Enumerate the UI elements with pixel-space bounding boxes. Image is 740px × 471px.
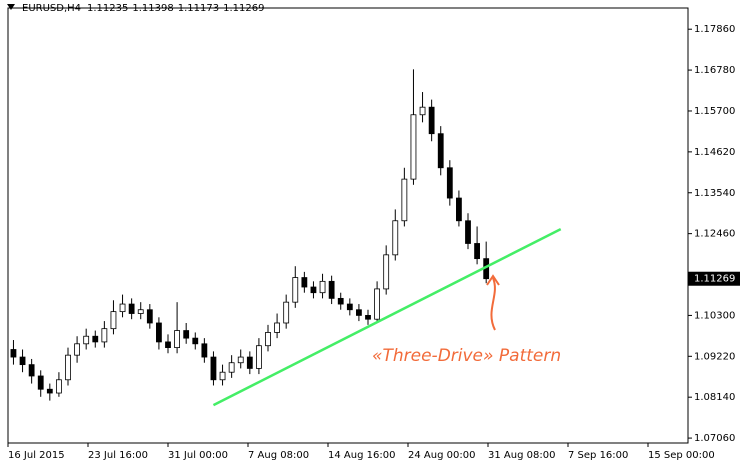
- candle-body: [174, 330, 180, 348]
- y-tick-label: 1.13540: [694, 188, 735, 199]
- header-price: 1.11269: [223, 3, 264, 14]
- candle-body: [419, 106, 426, 116]
- y-tick-label: 1.17860: [694, 24, 735, 35]
- last-price-label: 1.11269: [694, 274, 735, 285]
- candle-body: [201, 343, 208, 358]
- candle-body: [283, 301, 290, 324]
- annotation-arrow: [490, 277, 496, 331]
- candle-body: [137, 309, 144, 314]
- menu-arrow: [7, 4, 15, 10]
- candle-body: [83, 335, 90, 345]
- candle-body: [410, 114, 417, 180]
- x-tick-label: 14 Aug 16:00: [328, 450, 395, 461]
- plot-frame: [7, 7, 689, 444]
- x-tick-label: 15 Sep 00:00: [648, 450, 715, 461]
- chart-header: EURUSD,H4 1.11235 1.11398 1.11173 1.11269: [22, 3, 264, 14]
- symbol: EURUSD,H4: [22, 3, 81, 14]
- candle-body: [246, 356, 253, 369]
- candle-body: [101, 328, 108, 343]
- candle-body: [110, 311, 117, 330]
- candle-body: [456, 197, 462, 222]
- y-tick-label: 1.09220: [694, 351, 735, 362]
- y-tick-label: 1.08140: [694, 392, 735, 403]
- candle-body: [65, 354, 71, 381]
- candle-body: [28, 364, 35, 377]
- x-tick-label: 31 Aug 08:00: [488, 450, 555, 461]
- candle-body: [228, 362, 235, 373]
- candle-body: [37, 375, 44, 390]
- y-tick-label: 1.07060: [694, 433, 735, 444]
- x-tick-label: 31 Jul 00:00: [168, 450, 228, 461]
- candle-body: [301, 277, 308, 288]
- candle-body: [237, 356, 244, 364]
- y-tick-label: 1.12460: [694, 229, 735, 240]
- header-price: 1.11173: [178, 3, 219, 14]
- candle-body: [192, 337, 199, 345]
- candle-body: [383, 254, 390, 290]
- candle-body: [346, 303, 353, 311]
- candle-body: [183, 330, 190, 339]
- y-tick-label: 1.16780: [694, 65, 735, 76]
- candle-body: [446, 167, 453, 199]
- x-tick-label: 24 Aug 00:00: [408, 450, 475, 461]
- candle-body: [474, 243, 480, 260]
- candle-body: [310, 286, 317, 294]
- annotation: «Three-Drive» Pattern: [372, 346, 561, 366]
- candle-body: [328, 280, 335, 299]
- candle-body: [56, 379, 62, 394]
- y-tick-label: 1.10300: [694, 310, 735, 321]
- candle-body: [437, 133, 444, 169]
- candle-body: [265, 332, 271, 347]
- candle-body: [292, 277, 299, 303]
- candle-body: [146, 309, 153, 324]
- header-price: 1.11398: [132, 3, 173, 14]
- y-tick-label: 1.15700: [694, 106, 735, 117]
- trendline: [212, 227, 562, 407]
- candle-body: [374, 288, 380, 320]
- y-tick-label: 1.14620: [694, 147, 735, 158]
- candle-body: [392, 220, 399, 256]
- candle-body: [219, 371, 226, 381]
- x-tick-label: 7 Aug 08:00: [248, 450, 309, 461]
- candle-body: [465, 220, 471, 244]
- candle-body: [319, 280, 326, 294]
- candle-body: [365, 315, 371, 320]
- candle-body: [92, 335, 99, 343]
- candle-body: [10, 349, 17, 358]
- candle-body: [156, 322, 162, 343]
- candle-body: [119, 303, 126, 313]
- candle-body: [165, 341, 171, 348]
- candle-body: [210, 356, 217, 381]
- x-tick-label: 23 Jul 16:00: [88, 450, 148, 461]
- candle-body: [274, 322, 280, 333]
- x-tick-label: 16 Jul 2015: [8, 450, 65, 461]
- candle-body: [46, 388, 53, 394]
- candle-body: [256, 345, 262, 369]
- candle-body: [428, 106, 435, 135]
- x-tick-label: 7 Sep 16:00: [568, 450, 628, 461]
- candle-body: [19, 356, 26, 366]
- candle-body: [401, 178, 408, 222]
- candle-body: [337, 297, 344, 305]
- candle-body: [74, 343, 80, 356]
- candle-body: [128, 303, 135, 314]
- candle-body: [356, 309, 362, 316]
- last-price-box: [688, 271, 740, 286]
- annotation-arrowhead: [486, 274, 500, 286]
- header-price: 1.11235: [87, 3, 128, 14]
